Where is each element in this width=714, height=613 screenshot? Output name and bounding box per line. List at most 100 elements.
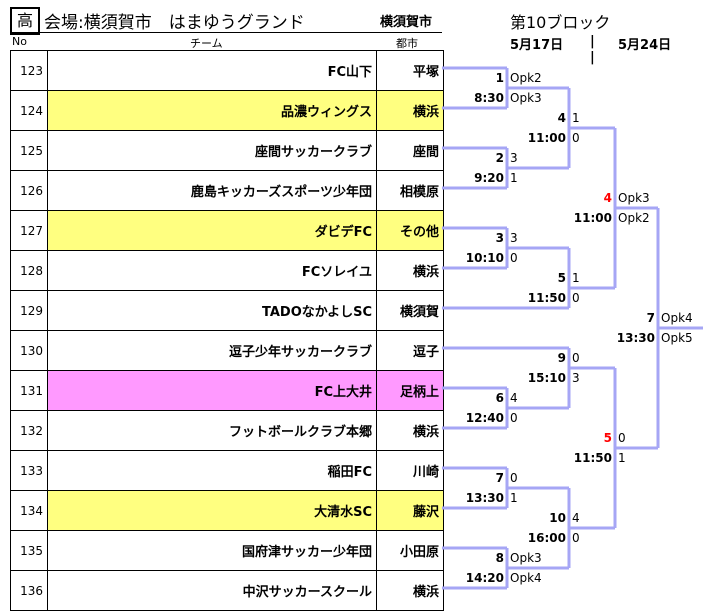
table-row: 135 国府津サッカー少年団 小田原	[10, 530, 444, 571]
date-separator: |	[590, 34, 595, 49]
match-time: 11:00	[527, 131, 566, 145]
team-name: FC上大井	[47, 370, 377, 411]
match-number: 9	[557, 351, 566, 365]
column-header-city: 都市	[396, 37, 418, 50]
score-bottom: 1	[510, 491, 518, 505]
venue-title: 会場:横須賀市 はまゆうグランド	[44, 13, 305, 33]
team-city: 横浜	[376, 410, 444, 451]
team-name: TADOなかよしSC	[47, 290, 377, 331]
match-number: 5	[557, 271, 566, 285]
team-name: 国府津サッカー少年団	[47, 530, 377, 571]
team-city: その他	[376, 210, 444, 251]
match-number: 3	[495, 231, 504, 245]
match-number: 4	[557, 111, 566, 125]
match-number: 10	[549, 511, 566, 525]
table-row: 132 フットボールクラブ本郷 横浜	[10, 410, 444, 451]
score-top: Opk4	[661, 311, 693, 325]
score-top: Opk3	[510, 551, 542, 565]
team-number: 128	[10, 250, 48, 291]
venue-city: 横須賀市	[380, 15, 433, 30]
table-row: 133 稲田FC 川崎	[10, 450, 444, 491]
match-time: 13:30	[616, 331, 655, 345]
match-time: 16:00	[527, 531, 566, 545]
team-city: 足柄上	[376, 370, 444, 411]
team-name: ダビデFC	[47, 210, 377, 251]
team-number: 124	[10, 90, 48, 131]
team-city: 横須賀	[376, 290, 444, 331]
match-time: 12:40	[465, 411, 504, 425]
table-row: 134 大清水SC 藤沢	[10, 490, 444, 531]
score-top: 1	[572, 111, 580, 125]
team-name: FCソレイユ	[47, 250, 377, 291]
score-bottom: 0	[572, 291, 580, 305]
score-bottom: 1	[510, 171, 518, 185]
team-number: 130	[10, 330, 48, 371]
match-time: 11:00	[573, 211, 612, 225]
score-top: Opk2	[510, 71, 542, 85]
table-row: 123 FC山下 平塚	[10, 50, 444, 91]
team-number: 126	[10, 170, 48, 211]
score-top: 0	[572, 351, 580, 365]
score-top: Opk3	[618, 191, 650, 205]
table-row: 128 FCソレイユ 横浜	[10, 250, 444, 291]
match-time: 15:10	[527, 371, 566, 385]
date-round2: 5月24日	[618, 38, 672, 53]
team-name: 中沢サッカースクール	[47, 570, 377, 611]
team-city: 座間	[376, 130, 444, 171]
team-city: 相模原	[376, 170, 444, 211]
grade-badge: 高	[10, 7, 40, 35]
team-city: 川崎	[376, 450, 444, 491]
match-number: 8	[495, 551, 504, 565]
team-name: FC山下	[47, 50, 377, 91]
score-top: 1	[572, 271, 580, 285]
table-row: 136 中沢サッカースクール 横浜	[10, 570, 444, 611]
match-number: 6	[495, 391, 504, 405]
table-row: 131 FC上大井 足柄上	[10, 370, 444, 411]
score-bottom: Opk4	[510, 571, 542, 585]
score-bottom: 0	[510, 411, 518, 425]
match-number: 7	[646, 311, 655, 325]
score-top: 4	[572, 511, 580, 525]
score-bottom: Opk5	[661, 331, 693, 345]
team-number: 132	[10, 410, 48, 451]
team-city: 小田原	[376, 530, 444, 571]
match-time: 13:30	[465, 491, 504, 505]
team-name: 座間サッカークラブ	[47, 130, 377, 171]
match-time: 9:20	[474, 171, 504, 185]
score-top: 0	[510, 471, 518, 485]
score-bottom: 1	[618, 451, 626, 465]
team-number: 135	[10, 530, 48, 571]
match-number: 2	[495, 151, 504, 165]
table-row: 129 TADOなかよしSC 横須賀	[10, 290, 444, 331]
date-separator-2: |	[590, 50, 595, 65]
team-number: 133	[10, 450, 48, 491]
score-bottom: 0	[510, 251, 518, 265]
score-top: 4	[510, 391, 518, 405]
team-city: 横浜	[376, 570, 444, 611]
score-bottom: Opk2	[618, 211, 650, 225]
match-time: 8:30	[474, 91, 504, 105]
team-city: 横浜	[376, 250, 444, 291]
match-time: 10:10	[465, 251, 504, 265]
team-table: 123 FC山下 平塚 124 品濃ウィングス 横浜 125 座間サッカークラブ 座間 126 鹿島…	[10, 50, 444, 611]
team-number: 136	[10, 570, 48, 611]
column-header-team: チーム	[190, 37, 223, 50]
score-bottom: Opk3	[510, 91, 542, 105]
match-number: 5	[603, 431, 612, 445]
match-number: 7	[495, 471, 504, 485]
match-time: 11:50	[527, 291, 566, 305]
match-number: 1	[495, 71, 504, 85]
match-number: 4	[603, 191, 612, 205]
team-city: 藤沢	[376, 490, 444, 531]
score-top: 3	[510, 231, 518, 245]
match-time: 14:20	[465, 571, 504, 585]
date-round1: 5月17日	[510, 38, 564, 53]
table-row: 124 品濃ウィングス 横浜	[10, 90, 444, 131]
team-name: 品濃ウィングス	[47, 90, 377, 131]
team-city: 横浜	[376, 90, 444, 131]
team-name: 大清水SC	[47, 490, 377, 531]
match-time: 11:50	[573, 451, 612, 465]
score-bottom: 0	[572, 531, 580, 545]
table-row: 130 逗子少年サッカークラブ 逗子	[10, 330, 444, 371]
